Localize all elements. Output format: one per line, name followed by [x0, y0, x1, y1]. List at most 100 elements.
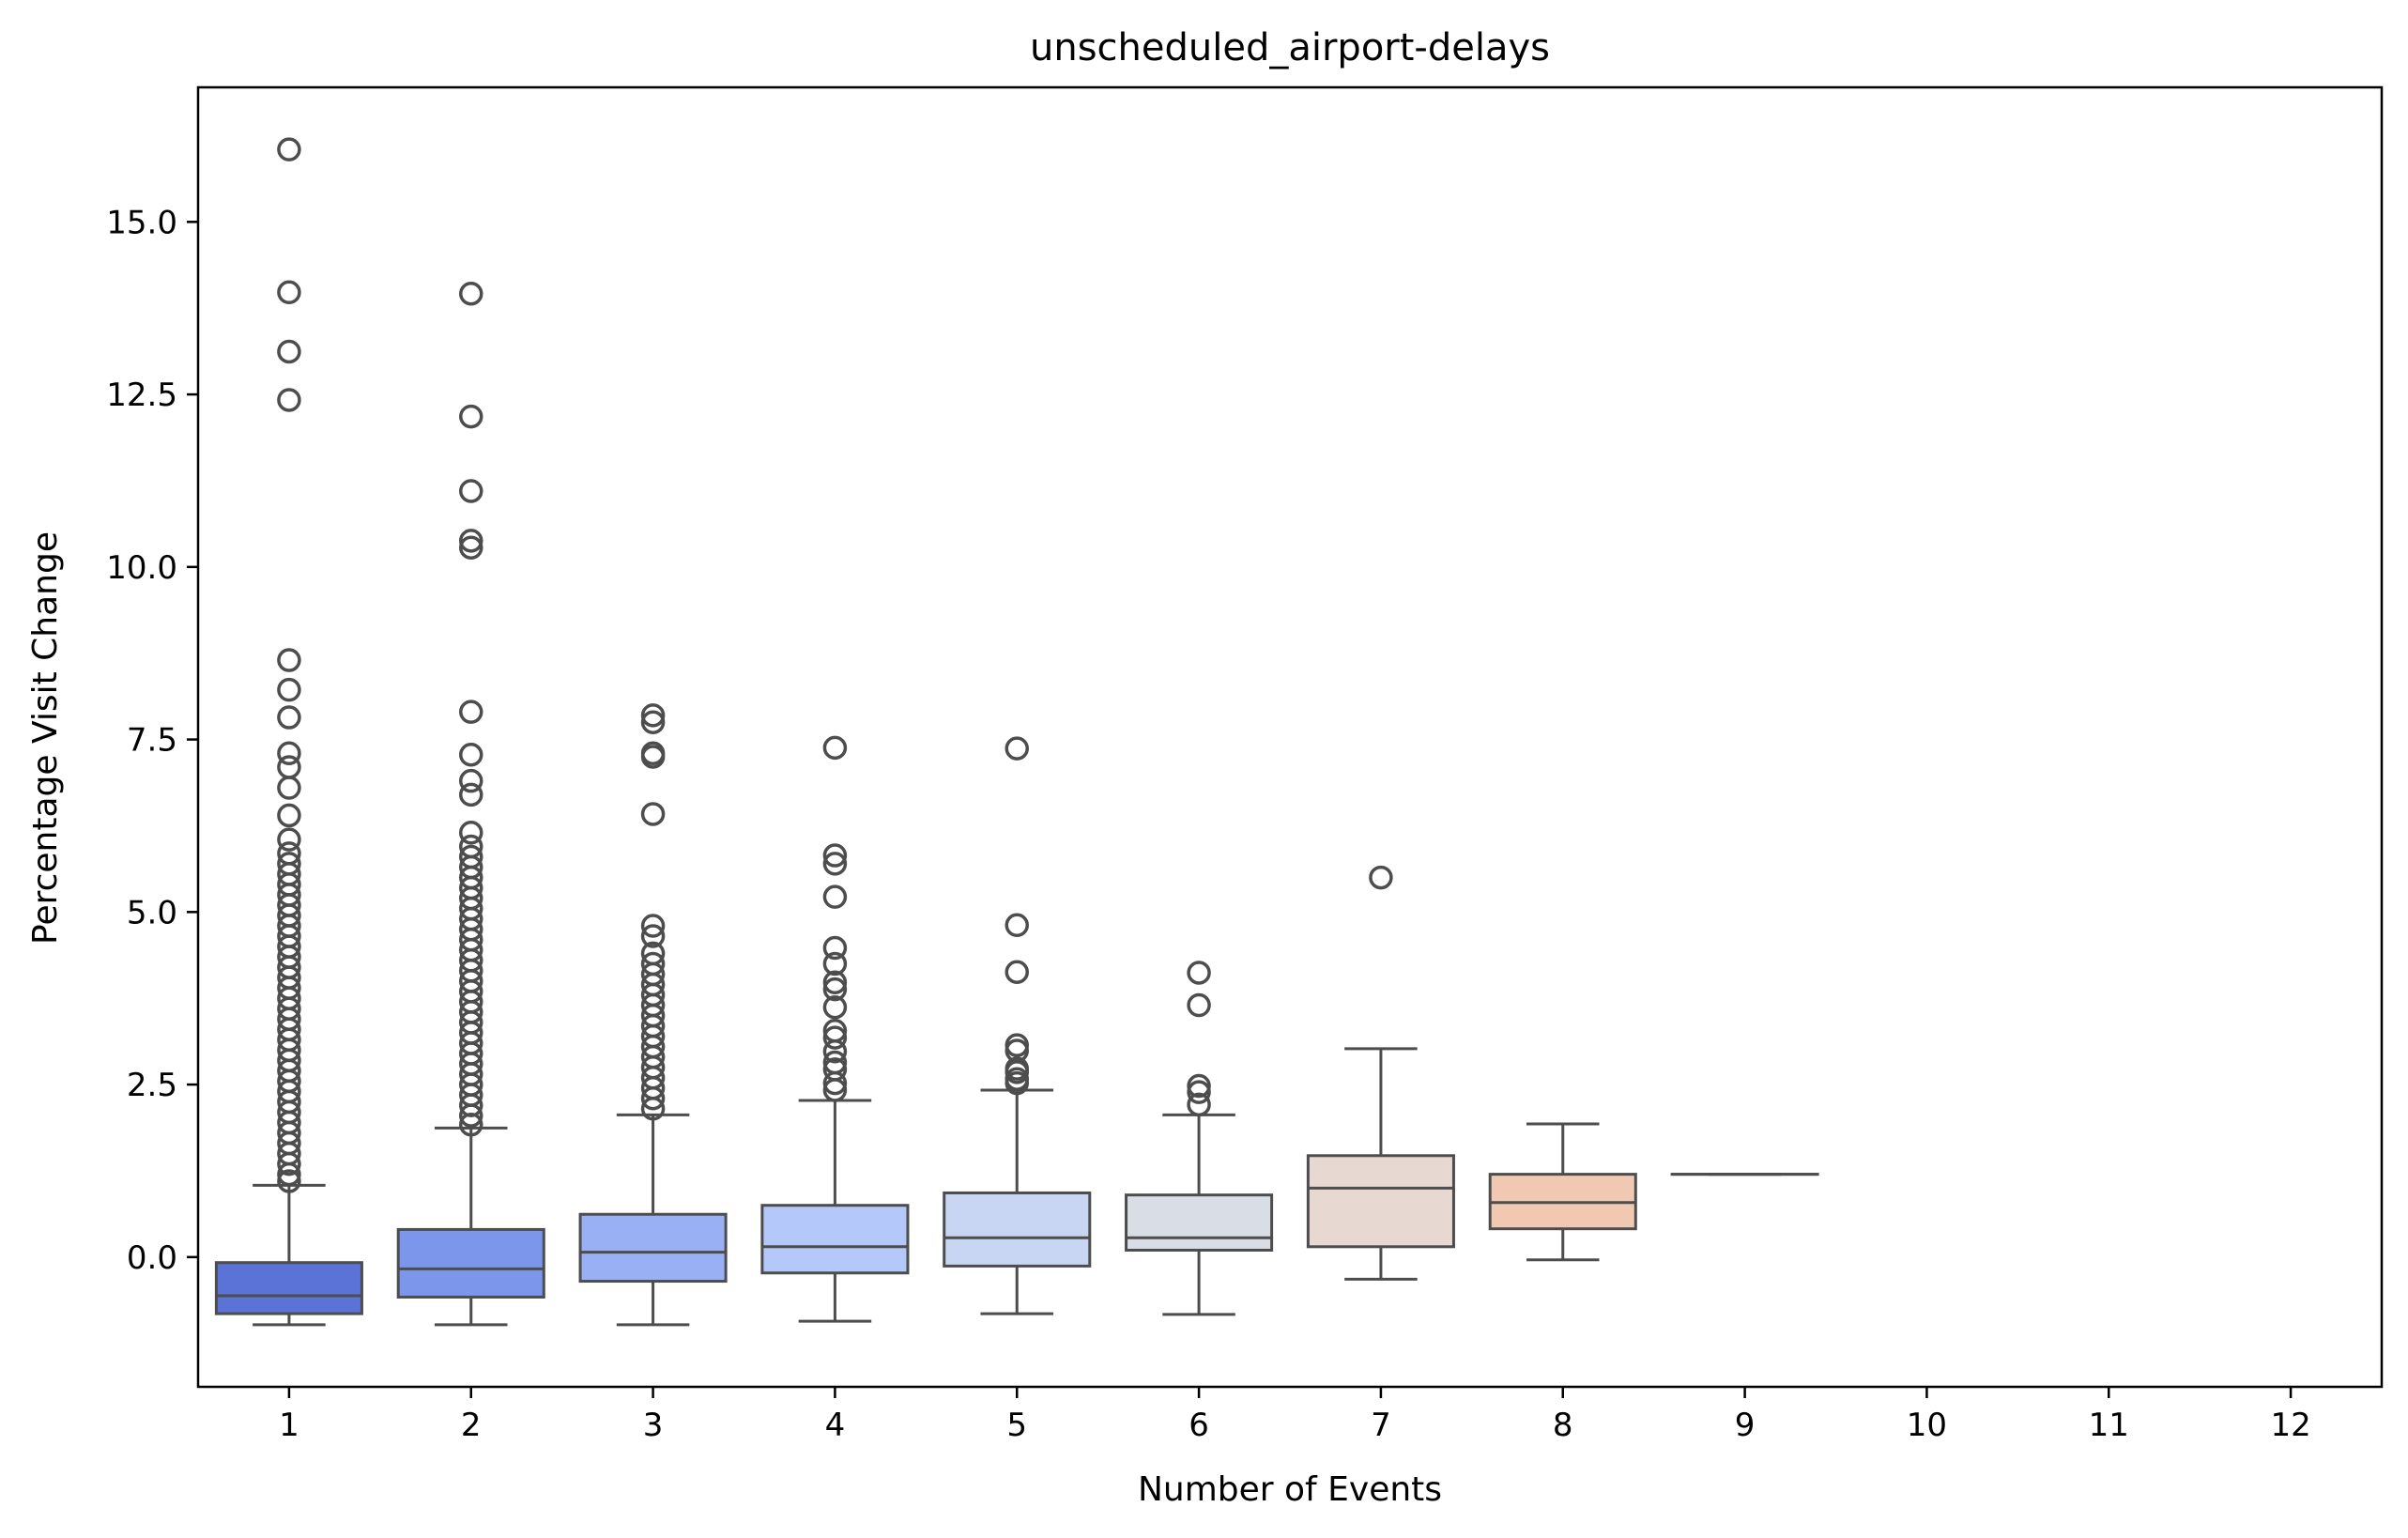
- x-tick-label: 10: [1907, 1407, 1947, 1444]
- outlier-point: [277, 339, 301, 364]
- x-tick-label: 7: [1371, 1407, 1391, 1444]
- outlier-point: [459, 1103, 483, 1128]
- y-tick-label: 2.5: [127, 1067, 177, 1104]
- outlier-point: [277, 827, 301, 852]
- outlier-point: [1005, 913, 1029, 938]
- outlier-point: [1187, 961, 1211, 985]
- box-body: [214, 1261, 363, 1315]
- y-tick-label: 0.0: [127, 1239, 177, 1277]
- outlier-point: [822, 970, 848, 995]
- x-tick-label: 9: [1735, 1407, 1756, 1444]
- outlier-point: [640, 914, 666, 938]
- x-tick-label: 11: [2089, 1407, 2129, 1444]
- y-tick-label: 15.0: [106, 204, 177, 241]
- box-group-3: [578, 703, 728, 1327]
- box-group-8: [1488, 1122, 1637, 1262]
- box-body: [578, 1212, 728, 1284]
- outlier-point: [459, 535, 483, 560]
- outlier-point: [822, 843, 848, 868]
- y-tick-label: 7.5: [127, 722, 177, 760]
- outlier-point: [277, 803, 301, 828]
- x-tick-label: 4: [825, 1407, 846, 1444]
- outlier-point: [277, 755, 301, 779]
- box-body: [760, 1204, 910, 1275]
- outlier-point: [277, 648, 301, 672]
- outlier-point: [1187, 1080, 1211, 1104]
- box-body: [396, 1227, 545, 1299]
- outlier-point: [822, 1039, 848, 1064]
- outlier-point: [822, 1025, 848, 1050]
- x-tick-label: 5: [1006, 1407, 1027, 1444]
- x-tick-label: 3: [643, 1407, 664, 1444]
- box-body: [1306, 1154, 1455, 1249]
- chart-title: unscheduled_airport-delays: [1030, 26, 1550, 69]
- outlier-point: [277, 1161, 301, 1187]
- y-tick-label: 10.0: [106, 549, 177, 587]
- axes: 0.02.55.07.510.012.515.01 2 3 4 5 6 7 8 9 10 11 12: [106, 85, 2384, 1444]
- outlier-point: [640, 745, 666, 769]
- box-body: [943, 1191, 1092, 1268]
- x-tick-label: 1: [279, 1407, 299, 1444]
- outlier-point: [822, 935, 848, 961]
- box-group-4: [760, 735, 910, 1323]
- outlier-point: [277, 741, 301, 766]
- box-group-7: [1306, 865, 1455, 1281]
- plot-area: [214, 137, 1819, 1327]
- outlier-point: [1005, 960, 1029, 985]
- outlier-point: [459, 1112, 483, 1137]
- outlier-point: [459, 479, 483, 503]
- x-tick-label: 12: [2270, 1407, 2310, 1444]
- outlier-point: [1005, 1060, 1029, 1084]
- outlier-point: [1187, 1073, 1211, 1099]
- outlier-point: [277, 677, 301, 702]
- x-tick-label: 6: [1189, 1407, 1209, 1444]
- outlier-point: [459, 404, 483, 429]
- plot-frame: [196, 85, 2384, 1389]
- x-axis-label: Number of Events: [1138, 1470, 1442, 1509]
- outlier-point: [822, 951, 848, 977]
- outlier-point: [459, 700, 483, 724]
- outlier-point: [459, 768, 483, 793]
- outlier-point: [459, 782, 483, 807]
- x-tick-label: 8: [1553, 1407, 1573, 1444]
- outlier-point: [822, 852, 848, 876]
- outlier-point: [822, 1070, 848, 1096]
- box-body: [1125, 1193, 1274, 1252]
- box-group-5: [943, 736, 1092, 1315]
- outlier-point: [277, 776, 301, 800]
- outlier-point: [277, 1151, 301, 1177]
- x-tick-label: 2: [461, 1407, 482, 1444]
- outlier-point: [459, 529, 483, 553]
- outlier-point: [277, 705, 301, 730]
- y-axis-label: Percentage Visit Change: [26, 531, 65, 945]
- outlier-point: [640, 1097, 666, 1121]
- outlier-point: [1187, 992, 1211, 1018]
- outlier-point: [277, 388, 301, 412]
- outlier-point: [640, 802, 666, 826]
- outlier-point: [822, 735, 848, 761]
- outlier-point: [277, 280, 301, 305]
- box-group-2: [396, 282, 545, 1327]
- outlier-point: [822, 884, 848, 909]
- outlier-point: [640, 924, 666, 948]
- outlier-point: [822, 1078, 848, 1102]
- outlier-point: [822, 995, 848, 1020]
- outlier-point: [822, 977, 848, 1002]
- y-tick-label: 5.0: [127, 894, 177, 931]
- outlier-point: [640, 710, 666, 734]
- outlier-point: [1369, 865, 1393, 890]
- outlier-point: [459, 742, 483, 767]
- outlier-point: [640, 1086, 666, 1111]
- box-group-1: [214, 137, 363, 1327]
- outlier-point: [1187, 1092, 1211, 1117]
- box-group-6: [1125, 961, 1274, 1316]
- y-tick-label: 12.5: [106, 377, 177, 414]
- outlier-point: [459, 821, 483, 845]
- outlier-point: [1005, 736, 1029, 761]
- outlier-point: [640, 703, 666, 728]
- outlier-point: [277, 1169, 301, 1193]
- outlier-point: [277, 137, 301, 161]
- outlier-point: [459, 282, 483, 306]
- outlier-point: [1005, 1070, 1029, 1096]
